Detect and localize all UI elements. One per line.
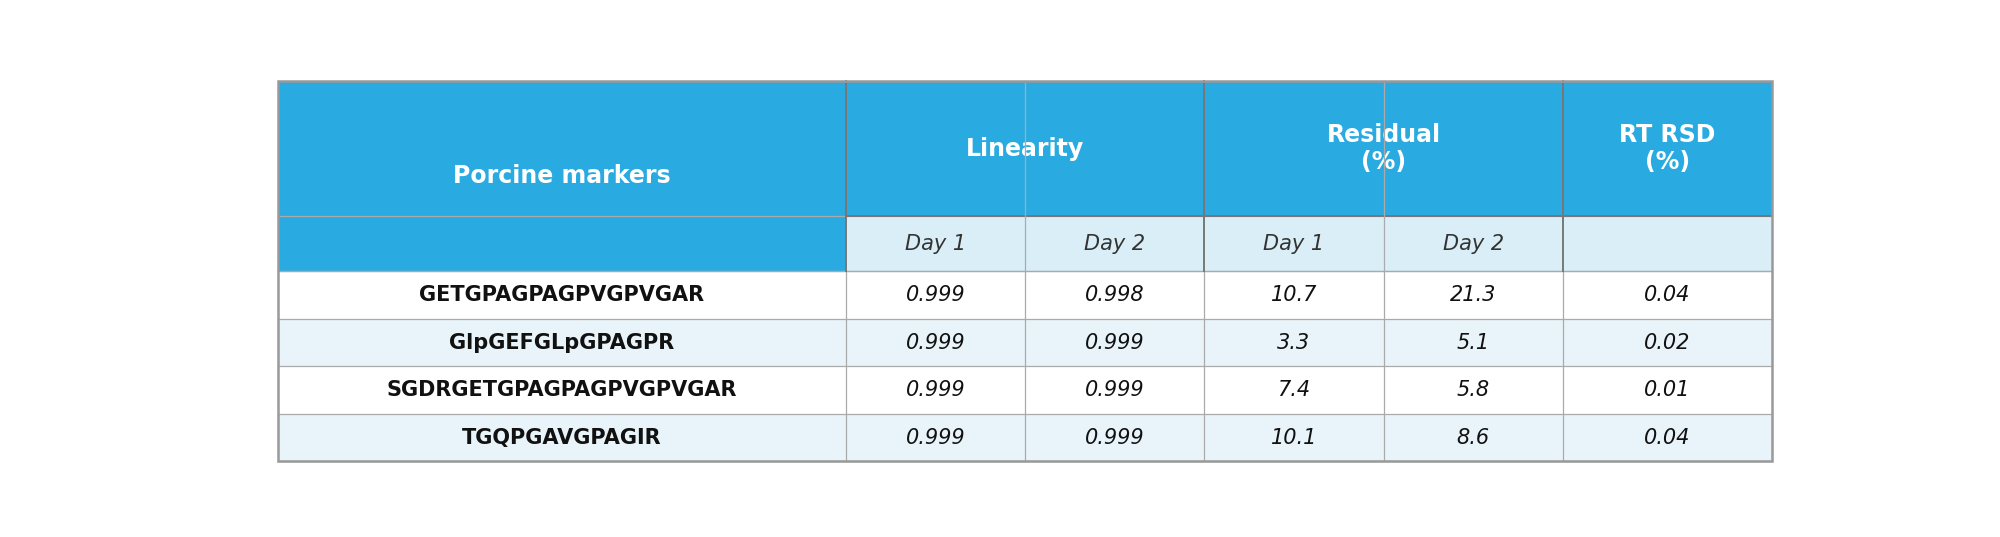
Text: SGDRGETGPAGPAGPVGPVGAR: SGDRGETGPAGPAGPVGPVGAR bbox=[386, 380, 738, 400]
Text: 0.02: 0.02 bbox=[1644, 332, 1690, 352]
Text: 0.999: 0.999 bbox=[906, 285, 966, 305]
Text: Linearity: Linearity bbox=[966, 136, 1084, 161]
Text: 3.3: 3.3 bbox=[1278, 332, 1310, 352]
Text: 21.3: 21.3 bbox=[1450, 285, 1496, 305]
Text: 0.04: 0.04 bbox=[1644, 427, 1690, 448]
Bar bbox=[1562, 319, 1772, 366]
Bar bbox=[846, 81, 1204, 216]
Bar bbox=[278, 414, 846, 461]
Bar bbox=[1562, 271, 1772, 319]
Text: 10.1: 10.1 bbox=[1270, 427, 1318, 448]
Bar bbox=[846, 271, 1024, 319]
Bar bbox=[1384, 414, 1562, 461]
Text: 0.999: 0.999 bbox=[906, 332, 966, 352]
Text: 0.999: 0.999 bbox=[1084, 332, 1144, 352]
Bar bbox=[1384, 366, 1562, 414]
Text: Day 2: Day 2 bbox=[1084, 234, 1146, 253]
Bar bbox=[1024, 366, 1204, 414]
Text: Day 2: Day 2 bbox=[1442, 234, 1504, 253]
Bar bbox=[1562, 216, 1772, 271]
Bar bbox=[1562, 366, 1772, 414]
Bar bbox=[1024, 216, 1204, 271]
Bar bbox=[1204, 81, 1562, 216]
Text: 7.4: 7.4 bbox=[1278, 380, 1310, 400]
Text: 0.999: 0.999 bbox=[906, 427, 966, 448]
Bar bbox=[1204, 216, 1384, 271]
Bar bbox=[1562, 81, 1772, 216]
Text: 0.01: 0.01 bbox=[1644, 380, 1690, 400]
Bar bbox=[278, 81, 846, 271]
Text: 0.998: 0.998 bbox=[1084, 285, 1144, 305]
Text: Residual
(%): Residual (%) bbox=[1326, 122, 1440, 175]
Bar bbox=[1024, 414, 1204, 461]
Bar bbox=[1204, 366, 1384, 414]
Bar bbox=[1204, 319, 1384, 366]
Text: TGQPGAVGPAGIR: TGQPGAVGPAGIR bbox=[462, 427, 662, 448]
Text: Day 1: Day 1 bbox=[1264, 234, 1324, 253]
Bar bbox=[278, 366, 846, 414]
Bar bbox=[846, 319, 1024, 366]
Text: 0.999: 0.999 bbox=[906, 380, 966, 400]
Text: GETGPAGPAGPVGPVGAR: GETGPAGPAGPVGPVGAR bbox=[420, 285, 704, 305]
Bar bbox=[1562, 414, 1772, 461]
Bar bbox=[1384, 319, 1562, 366]
Text: RT RSD
(%): RT RSD (%) bbox=[1620, 122, 1716, 175]
Bar bbox=[846, 366, 1024, 414]
Text: 0.999: 0.999 bbox=[1084, 380, 1144, 400]
Bar bbox=[1204, 414, 1384, 461]
Text: Porcine markers: Porcine markers bbox=[452, 164, 670, 188]
Bar bbox=[846, 216, 1024, 271]
Text: GlpGEFGLpGPAGPR: GlpGEFGLpGPAGPR bbox=[450, 332, 674, 352]
Bar bbox=[846, 414, 1024, 461]
Bar bbox=[278, 271, 846, 319]
Text: 0.04: 0.04 bbox=[1644, 285, 1690, 305]
Text: 5.1: 5.1 bbox=[1456, 332, 1490, 352]
Bar bbox=[1204, 271, 1384, 319]
Text: 8.6: 8.6 bbox=[1456, 427, 1490, 448]
Bar bbox=[1384, 271, 1562, 319]
Bar bbox=[1024, 319, 1204, 366]
Bar bbox=[1384, 216, 1562, 271]
Text: 5.8: 5.8 bbox=[1456, 380, 1490, 400]
Text: 0.999: 0.999 bbox=[1084, 427, 1144, 448]
Bar bbox=[1024, 271, 1204, 319]
Bar bbox=[278, 319, 846, 366]
Text: 10.7: 10.7 bbox=[1270, 285, 1318, 305]
Text: Day 1: Day 1 bbox=[904, 234, 966, 253]
